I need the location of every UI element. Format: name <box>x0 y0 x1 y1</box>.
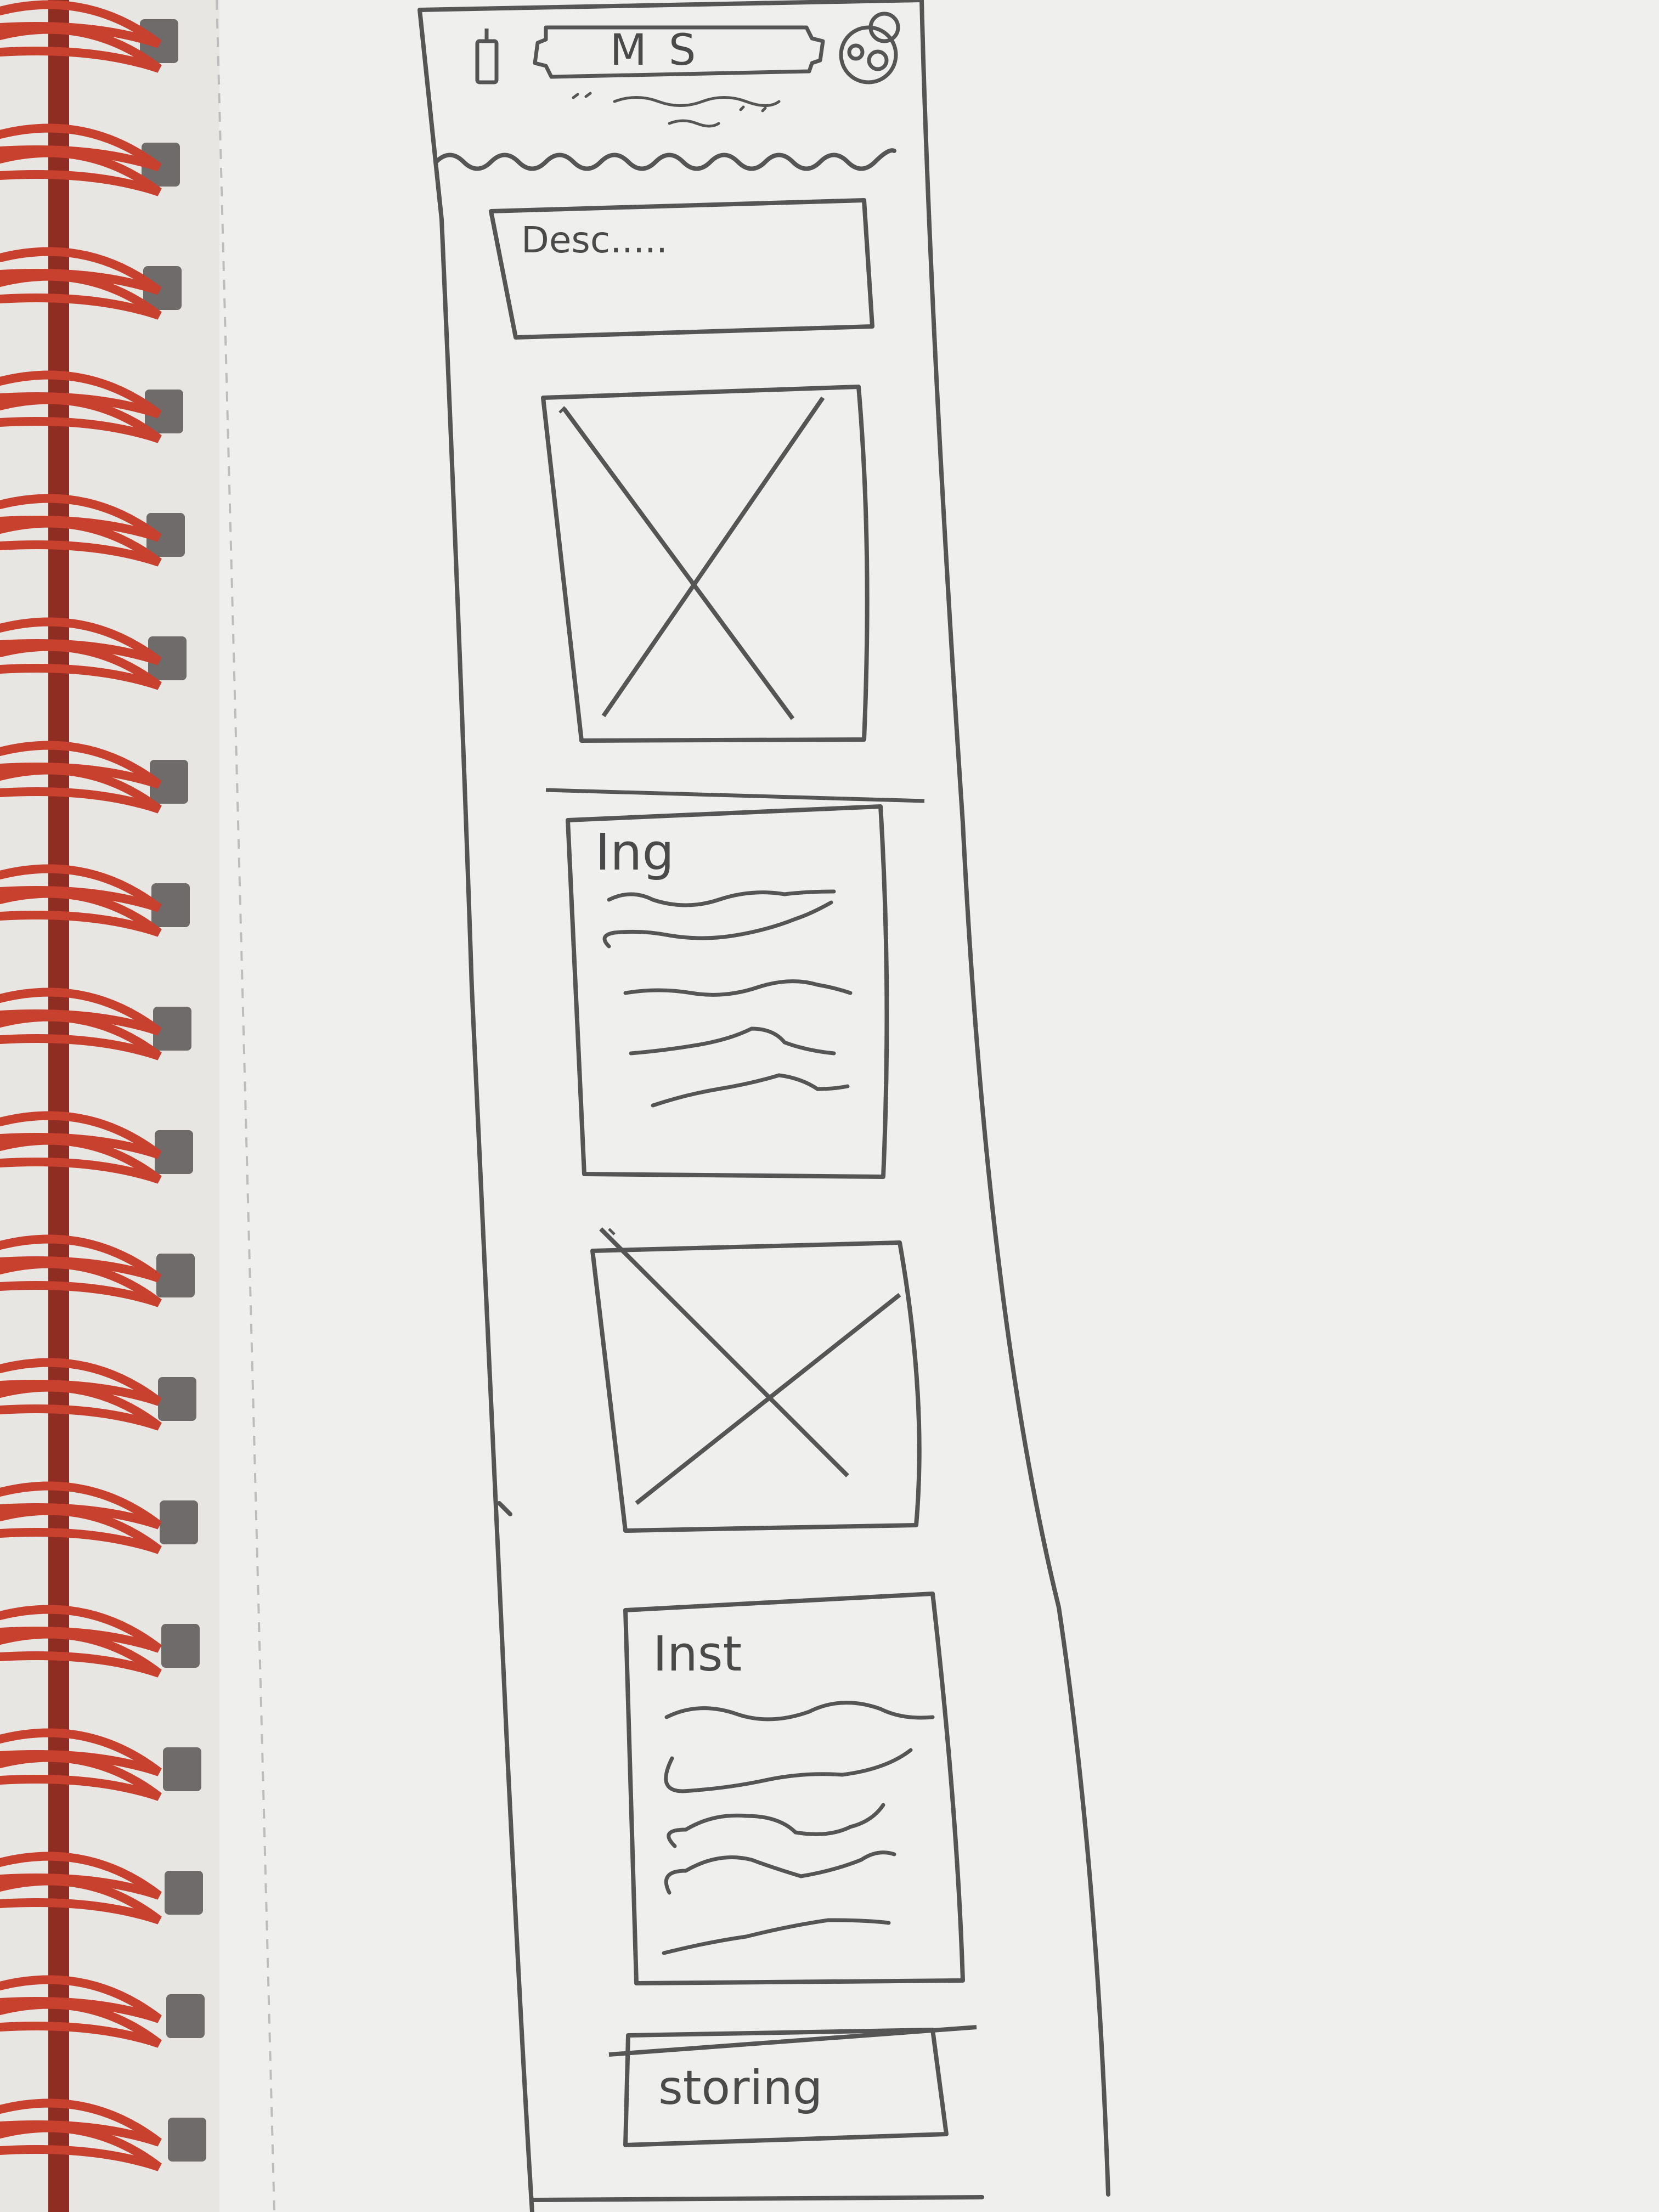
binding-hole <box>148 636 187 680</box>
storing-section: storing <box>608 2025 977 2147</box>
binding-hole <box>143 266 182 310</box>
phone-frame-bottom <box>530 2195 984 2202</box>
binding-hole <box>160 1500 198 1544</box>
binding-hole <box>161 1624 200 1668</box>
instructions-section: Inst <box>623 1592 965 1985</box>
description-box <box>489 198 874 340</box>
description-label: Desc..... <box>521 219 668 261</box>
phone-frame <box>417 0 1110 2212</box>
instructions-label: Inst <box>653 1626 742 1682</box>
spiral-ring <box>0 1259 162 1307</box>
spiral-ring <box>0 2123 162 2171</box>
binding-hole <box>146 513 185 557</box>
ingredients-text-scribble <box>602 889 853 1108</box>
header-subtitle-scribble <box>613 96 781 107</box>
spiral-ring <box>0 642 162 690</box>
spiral-ring <box>0 1876 162 1925</box>
phone-icon[interactable] <box>475 29 499 84</box>
spiral-ring <box>0 395 162 443</box>
binding-hole <box>150 760 188 804</box>
binding-hole <box>158 1377 196 1421</box>
spiral-ring <box>0 1136 162 1184</box>
notebook-spine <box>48 0 69 2212</box>
avatar-icon[interactable] <box>839 12 900 84</box>
binding-hole <box>156 1254 195 1297</box>
spiral-ring <box>0 1506 162 1554</box>
spiral-ring <box>0 1012 162 1060</box>
binding-hole <box>155 1130 193 1174</box>
header-subtitle-scribble-2 <box>668 119 720 128</box>
image-placeholder-1 <box>541 385 870 743</box>
storing-box <box>608 2025 977 2147</box>
spiral-ring <box>0 1383 162 1431</box>
spiral-ring <box>0 272 162 320</box>
instructions-text-scribble <box>662 1701 935 1955</box>
description-section: Desc..... <box>489 198 874 340</box>
header-divider <box>434 148 896 171</box>
binding-hole <box>153 1007 191 1051</box>
ingredients-box <box>566 804 889 1179</box>
section-divider <box>545 788 925 803</box>
storing-label: storing <box>658 2061 823 2115</box>
spiral-ring <box>0 2000 162 2048</box>
binding-hole <box>165 1871 203 1915</box>
binding-hole <box>168 2118 206 2162</box>
binding-hole <box>145 390 183 433</box>
header-title-banner <box>533 25 825 79</box>
phone-frame-notch <box>497 1501 512 1516</box>
binding-hole <box>163 1747 201 1791</box>
spiral-ring <box>0 1629 162 1678</box>
spiral-ring <box>0 25 162 73</box>
header-title: MS <box>610 26 718 75</box>
ingredients-label: Ing <box>595 823 674 882</box>
ingredients-section: Ing <box>566 804 889 1179</box>
binding-hole <box>166 1994 205 2038</box>
spiral-ring <box>0 148 162 196</box>
spiral-ring <box>0 889 162 937</box>
header-subtitle-marks <box>572 92 767 112</box>
spiral-binding <box>0 0 206 2171</box>
spiral-ring <box>0 765 162 814</box>
spiral-ring <box>0 1753 162 1801</box>
instructions-box <box>623 1592 965 1985</box>
spiral-ring <box>0 518 162 567</box>
binding-hole <box>151 883 190 927</box>
perforation-line <box>216 0 275 2212</box>
image-placeholder-2 <box>590 1227 922 1533</box>
binding-shadow <box>0 0 219 2212</box>
